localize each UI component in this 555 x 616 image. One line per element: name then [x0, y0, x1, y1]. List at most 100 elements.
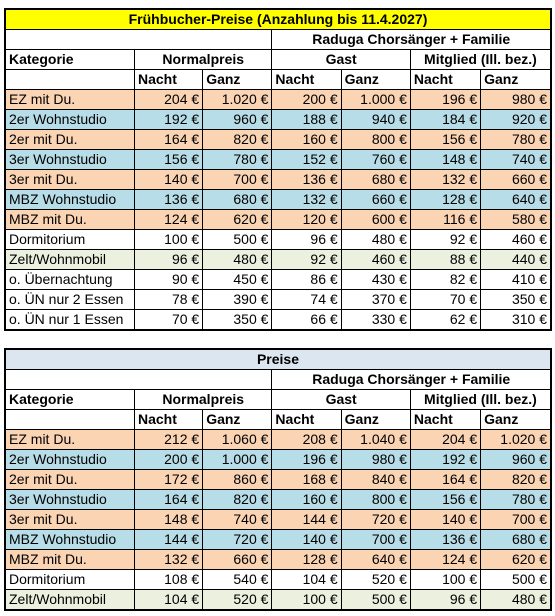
price-cell: 680 € — [340, 169, 411, 190]
price-cell: 640 € — [480, 189, 552, 210]
price-cell: 500 € — [202, 229, 273, 250]
price-cell: 140 € — [409, 509, 482, 530]
row-label: Zelt/Wohnmobil — [4, 249, 135, 270]
price-cell: 720 € — [202, 529, 273, 550]
price-cell: 140 € — [133, 169, 204, 190]
price-cell: 92 € — [409, 229, 482, 250]
empty-cell — [4, 29, 273, 50]
price-cell: 480 € — [202, 249, 273, 270]
price-cell: 330 € — [340, 309, 411, 331]
price-cell: 208 € — [271, 429, 342, 450]
column-header: Gast — [271, 49, 411, 70]
price-cell: 480 € — [340, 229, 411, 250]
price-cell: 90 € — [133, 269, 204, 290]
price-cell: 184 € — [409, 109, 482, 130]
price-cell: 940 € — [340, 109, 411, 130]
price-cell: 66 € — [271, 309, 342, 331]
title-row: Frühbucher-Preise (Anzahlung bis 11.4.20… — [4, 8, 552, 30]
price-cell: 132 € — [409, 169, 482, 190]
price-cell: 460 € — [340, 249, 411, 270]
price-cell: 156 € — [409, 129, 482, 150]
price-row: o. ÜN nur 2 Essen 78 €390 €74 €370 €70 €3… — [4, 289, 552, 310]
price-cell: 212 € — [133, 429, 204, 450]
price-cell: 192 € — [133, 109, 204, 130]
price-cell: 144 € — [271, 509, 342, 530]
price-cell: 188 € — [271, 109, 342, 130]
subcolumn-header: Nacht — [409, 409, 482, 430]
price-cell: 350 € — [480, 289, 552, 310]
group-row: Raduga Chorsänger + Familie — [4, 29, 552, 50]
row-label: EZ mit Du. — [4, 89, 135, 110]
row-label: 2er Wohnstudio — [4, 449, 135, 470]
price-cell: 120 € — [271, 209, 342, 230]
price-cell: 128 € — [271, 549, 342, 570]
price-cell: 196 € — [409, 89, 482, 110]
price-cell: 1.020 € — [480, 429, 552, 450]
subheader-row: Nacht Ganz Nacht Ganz Nacht Ganz — [4, 69, 552, 90]
price-row: 2er mit Du. 172 €860 €168 €840 €164 €820 … — [4, 469, 552, 490]
price-cell: 780 € — [480, 489, 552, 510]
row-label: 2er Wohnstudio — [4, 109, 135, 130]
column-header: Normalpreis — [133, 389, 273, 410]
subcolumn-header: Ganz — [480, 69, 552, 90]
table-title: Preise — [4, 348, 552, 370]
price-row: 3er mit Du. 148 €740 €144 €720 €140 €700 … — [4, 509, 552, 530]
price-table: Frühbucher-Preise (Anzahlung bis 11.4.20… — [4, 8, 552, 331]
row-label: 3er Wohnstudio — [4, 489, 135, 510]
empty-cell — [4, 69, 135, 90]
price-cell: 124 € — [409, 549, 482, 570]
price-row: Dormitorium 100 €500 €96 €480 €92 €460 € — [4, 229, 552, 250]
price-cell: 960 € — [202, 109, 273, 130]
price-row: 2er Wohnstudio 192 €960 €188 €940 €184 €9… — [4, 109, 552, 130]
price-table: Preise Raduga Chorsänger + Familie Kategor… — [4, 348, 552, 611]
price-cell: 720 € — [340, 509, 411, 530]
table-title: Frühbucher-Preise (Anzahlung bis 11.4.20… — [4, 8, 552, 30]
price-cell: 200 € — [271, 89, 342, 110]
price-cell: 100 € — [271, 589, 342, 611]
price-cell: 310 € — [480, 309, 552, 331]
price-cell: 980 € — [480, 89, 552, 110]
price-cell: 70 € — [133, 309, 204, 331]
price-cell: 640 € — [340, 549, 411, 570]
price-cell: 430 € — [340, 269, 411, 290]
price-cell: 460 € — [480, 229, 552, 250]
price-cell: 800 € — [340, 129, 411, 150]
price-cell: 780 € — [202, 149, 273, 170]
price-row: EZ mit Du. 212 €1.060 €208 €1.040 €204 €1… — [4, 429, 552, 450]
row-label: MBZ Wohnstudio — [4, 529, 135, 550]
price-cell: 620 € — [202, 209, 273, 230]
price-cell: 96 € — [271, 229, 342, 250]
price-row: 3er Wohnstudio 156 €780 €152 €760 €148 €7… — [4, 149, 552, 170]
price-cell: 196 € — [271, 449, 342, 470]
price-cell: 124 € — [133, 209, 204, 230]
price-cell: 480 € — [480, 589, 552, 611]
subcolumn-header: Ganz — [202, 409, 273, 430]
price-row: 3er mit Du. 140 €700 €136 €680 €132 €660 … — [4, 169, 552, 190]
price-cell: 620 € — [480, 549, 552, 570]
price-cell: 800 € — [340, 489, 411, 510]
row-label: Dormitorium — [4, 569, 135, 590]
price-cell: 680 € — [480, 529, 552, 550]
price-cell: 164 € — [133, 489, 204, 510]
subcolumn-header: Nacht — [271, 69, 342, 90]
price-cell: 136 € — [409, 529, 482, 550]
price-cell: 1.000 € — [202, 449, 273, 470]
price-cell: 128 € — [409, 189, 482, 210]
price-cell: 148 € — [409, 149, 482, 170]
price-row: MBZ mit Du. 124 €620 €120 €600 €116 €580 … — [4, 209, 552, 230]
price-cell: 136 € — [271, 169, 342, 190]
price-cell: 192 € — [409, 449, 482, 470]
price-cell: 390 € — [202, 289, 273, 310]
row-label: Zelt/Wohnmobil — [4, 589, 135, 611]
row-label: 3er Wohnstudio — [4, 149, 135, 170]
price-cell: 62 € — [409, 309, 482, 331]
empty-cell — [4, 369, 273, 390]
price-cell: 96 € — [409, 589, 482, 611]
price-cell: 82 € — [409, 269, 482, 290]
price-cell: 740 € — [202, 509, 273, 530]
price-cell: 160 € — [271, 129, 342, 150]
price-cell: 168 € — [271, 469, 342, 490]
price-cell: 108 € — [133, 569, 204, 590]
price-cell: 148 € — [133, 509, 204, 530]
